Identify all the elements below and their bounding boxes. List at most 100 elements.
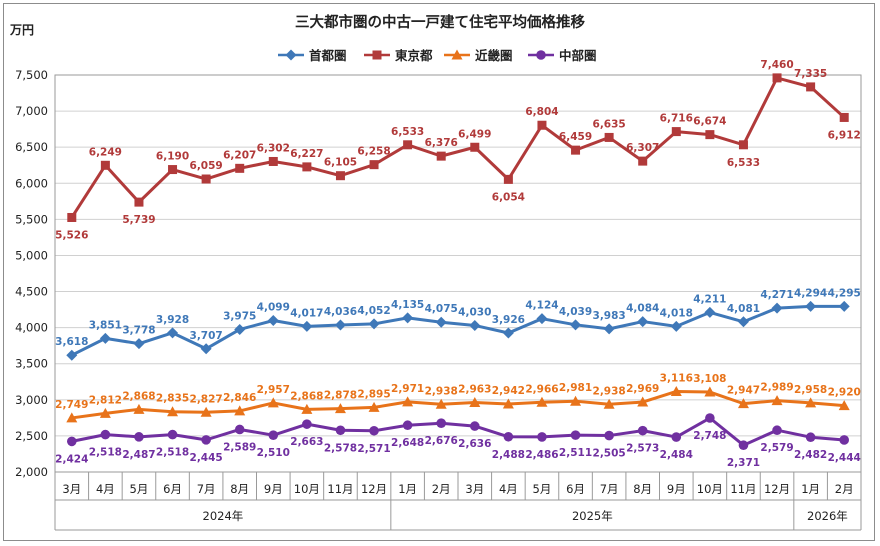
x-tick-label: 3月 [465, 482, 484, 496]
y-axis: 2,000 2,500 3,000 3,500 4,000 4,500 5,000 5,500… [15, 68, 48, 479]
data-point [772, 73, 782, 83]
data-label: 7,460 [760, 59, 793, 71]
legend: 首都圏 東京都 近畿圏 中部圏 [278, 48, 597, 63]
data-label: 2,487 [122, 449, 155, 461]
data-point [570, 395, 582, 406]
y-tick-label: 5,000 [15, 248, 48, 262]
data-point [267, 397, 279, 408]
data-label: 6,635 [593, 118, 626, 130]
x-tick-label: 12月 [361, 482, 387, 496]
data-point [704, 306, 716, 318]
data-point [133, 403, 145, 414]
data-point [604, 430, 614, 441]
legend-marker-0 [285, 49, 297, 61]
data-label: 6,459 [559, 131, 592, 143]
data-label: 6,105 [324, 157, 357, 169]
data-point [502, 327, 514, 339]
data-point [301, 320, 313, 332]
data-point [201, 435, 211, 445]
data-point [838, 400, 850, 411]
data-point [537, 432, 547, 442]
data-label: 3,851 [89, 319, 122, 331]
data-label: 3,778 [122, 325, 155, 337]
data-label: 2,989 [760, 382, 793, 394]
data-point [435, 316, 447, 328]
x-axis: 3月 4月 5月 6月 7月 8月 9月 10月 11月 12月 1月 2月 3月 4月 5月 6月 7月 8月 9… [54, 472, 862, 531]
x-tick-label: 11月 [327, 482, 353, 496]
data-point [267, 314, 279, 326]
data-point [436, 418, 447, 429]
data-label: 2,371 [727, 457, 760, 469]
data-point [603, 323, 615, 335]
data-point [335, 171, 345, 181]
data-point [469, 319, 481, 331]
data-label: 4,211 [693, 293, 726, 305]
data-label: 4,052 [357, 305, 390, 317]
data-label: 2,510 [257, 447, 290, 459]
data-point [67, 212, 77, 222]
x-tick-label: 4月 [96, 482, 115, 496]
data-label: 4,124 [525, 300, 558, 312]
x-tick-label: 12月 [764, 482, 790, 496]
data-label: 3,707 [190, 330, 223, 342]
data-label: 2,947 [727, 385, 760, 397]
data-point [737, 316, 749, 328]
data-label: 6,912 [828, 129, 861, 141]
x-tick-label: 7月 [197, 482, 216, 496]
x-tick-label: 10月 [697, 482, 723, 496]
data-label: 2,505 [593, 448, 626, 460]
data-label: 2,895 [357, 388, 390, 400]
data-point [167, 429, 178, 440]
data-point [302, 162, 312, 172]
data-label: 2,878 [324, 390, 357, 402]
data-point [368, 318, 380, 330]
data-point [66, 349, 78, 361]
data-point [737, 398, 749, 409]
data-point [402, 420, 413, 431]
data-point [302, 419, 312, 429]
y-tick-label: 5,500 [15, 212, 48, 226]
y-tick-label: 4,500 [15, 285, 48, 299]
data-point [571, 145, 581, 155]
data-point [772, 425, 782, 436]
data-point [738, 140, 748, 150]
data-label: 6,499 [458, 128, 491, 140]
data-point [201, 174, 211, 184]
data-label: 2,589 [223, 441, 256, 453]
data-label: 2,963 [458, 383, 491, 395]
y-tick-label: 6,500 [15, 140, 48, 154]
data-label: 2,748 [693, 430, 726, 442]
data-point [402, 312, 414, 324]
x-tick-label: 6月 [566, 482, 585, 496]
data-label: 2,573 [626, 443, 659, 455]
data-point [805, 397, 817, 408]
data-label: 2,981 [559, 382, 592, 394]
legend-label-0: 首都圏 [309, 48, 347, 63]
data-point [537, 120, 547, 130]
data-point [603, 398, 615, 409]
data-label: 2,827 [190, 393, 223, 405]
x-tick-label: 8月 [633, 482, 652, 496]
data-label: 2,445 [190, 452, 223, 464]
data-label: 6,533 [391, 126, 424, 138]
data-point [200, 343, 212, 355]
data-label: 2,749 [55, 399, 88, 411]
data-label: 6,716 [660, 113, 693, 125]
data-label: 2,846 [223, 392, 256, 404]
series-line-2 [71, 389, 845, 420]
data-point [805, 300, 817, 312]
data-point [469, 421, 480, 431]
data-point [536, 396, 548, 407]
x-tick-label: 4月 [499, 482, 518, 496]
x-tick-label: 8月 [230, 482, 249, 496]
data-label: 6,307 [626, 142, 659, 154]
data-point [234, 405, 246, 416]
year-label: 2025年 [572, 509, 613, 523]
data-label: 2,578 [324, 442, 357, 454]
data-label: 3,975 [223, 310, 256, 322]
data-label: 2,966 [525, 383, 558, 395]
data-label: 3,108 [693, 373, 726, 385]
data-label: 4,084 [626, 303, 659, 315]
